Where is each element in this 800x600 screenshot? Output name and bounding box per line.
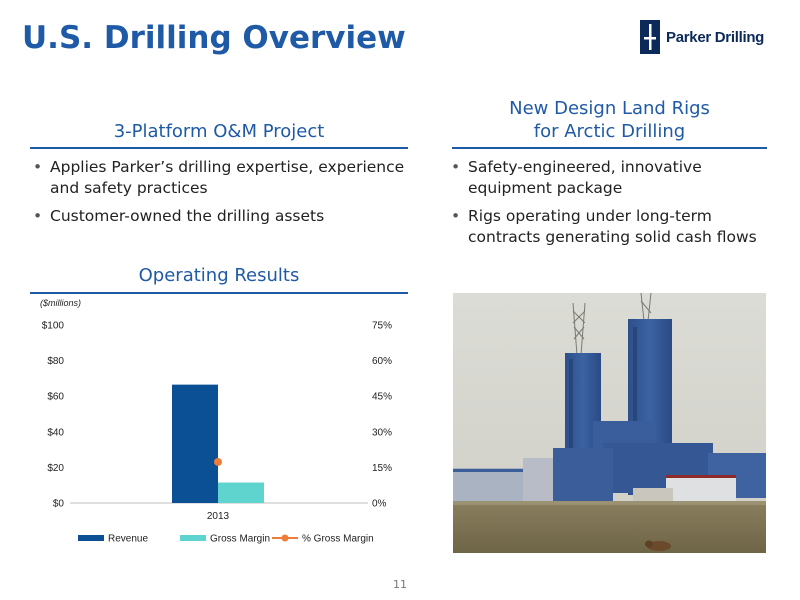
results-section-rule bbox=[30, 292, 408, 294]
y-right-tick-label: 45% bbox=[372, 392, 392, 403]
arctic-drilling-rig-photo bbox=[453, 293, 766, 553]
right-section-rule bbox=[452, 147, 767, 149]
legend-marker bbox=[281, 534, 289, 542]
company-logo: Parker Drilling bbox=[640, 20, 780, 56]
left-bullet-list: Applies Parker’s drilling expertise, exp… bbox=[30, 157, 410, 234]
left-section-rule bbox=[30, 147, 408, 149]
list-item: Applies Parker’s drilling expertise, exp… bbox=[30, 157, 410, 199]
y-left-tick-label: $100 bbox=[42, 321, 65, 332]
operating-results-heading: Operating Results bbox=[138, 265, 300, 286]
y-left-tick-label: $0 bbox=[53, 499, 65, 510]
logo-text: Parker Drilling bbox=[666, 29, 765, 46]
slide-title: U.S. Drilling Overview bbox=[22, 20, 406, 56]
x-tick-label: 2013 bbox=[207, 511, 230, 522]
bar-gross-margin bbox=[218, 482, 264, 503]
y-right-tick-label: 0% bbox=[372, 499, 387, 510]
left-section-heading: 3-Platform O&M Project bbox=[113, 121, 325, 142]
y-right-tick-label: 60% bbox=[372, 356, 392, 367]
right-section-heading: New Design Land Rigs for Arctic Drilling bbox=[452, 97, 767, 143]
legend-label: % Gross Margin bbox=[302, 534, 374, 545]
parker-logo-icon bbox=[640, 20, 660, 54]
legend-swatch bbox=[180, 535, 206, 541]
y-right-tick-label: 30% bbox=[372, 427, 392, 438]
list-item: Rigs operating under long-term contracts… bbox=[448, 206, 778, 248]
y-left-tick-label: $40 bbox=[47, 427, 64, 438]
list-item: Customer-owned the drilling assets bbox=[30, 206, 410, 227]
right-heading-line2: for Arctic Drilling bbox=[533, 121, 686, 142]
right-heading-line1: New Design Land Rigs bbox=[509, 98, 710, 119]
right-bullet-list: Safety-engineered, innovative equipment … bbox=[448, 157, 778, 255]
y-right-tick-label: 15% bbox=[372, 463, 392, 474]
point-gross-margin-pct bbox=[214, 457, 222, 466]
y-left-tick-label: $80 bbox=[47, 356, 64, 367]
operating-results-chart: ($millions) $0 $20 $40 $60 $80 $100 0% 15% 30% 4… bbox=[40, 298, 392, 545]
bar-revenue bbox=[172, 384, 218, 503]
legend-swatch bbox=[78, 535, 104, 541]
list-item: Safety-engineered, innovative equipment … bbox=[448, 157, 778, 199]
y-left-tick-label: $20 bbox=[47, 463, 64, 474]
legend-label: Gross Margin bbox=[210, 534, 270, 545]
legend-label: Revenue bbox=[108, 534, 148, 545]
y-left-tick-label: $60 bbox=[47, 392, 64, 403]
chart-units-label: ($millions) bbox=[40, 298, 81, 308]
page-number: 11 bbox=[393, 578, 407, 591]
y-right-tick-label: 75% bbox=[372, 321, 392, 332]
